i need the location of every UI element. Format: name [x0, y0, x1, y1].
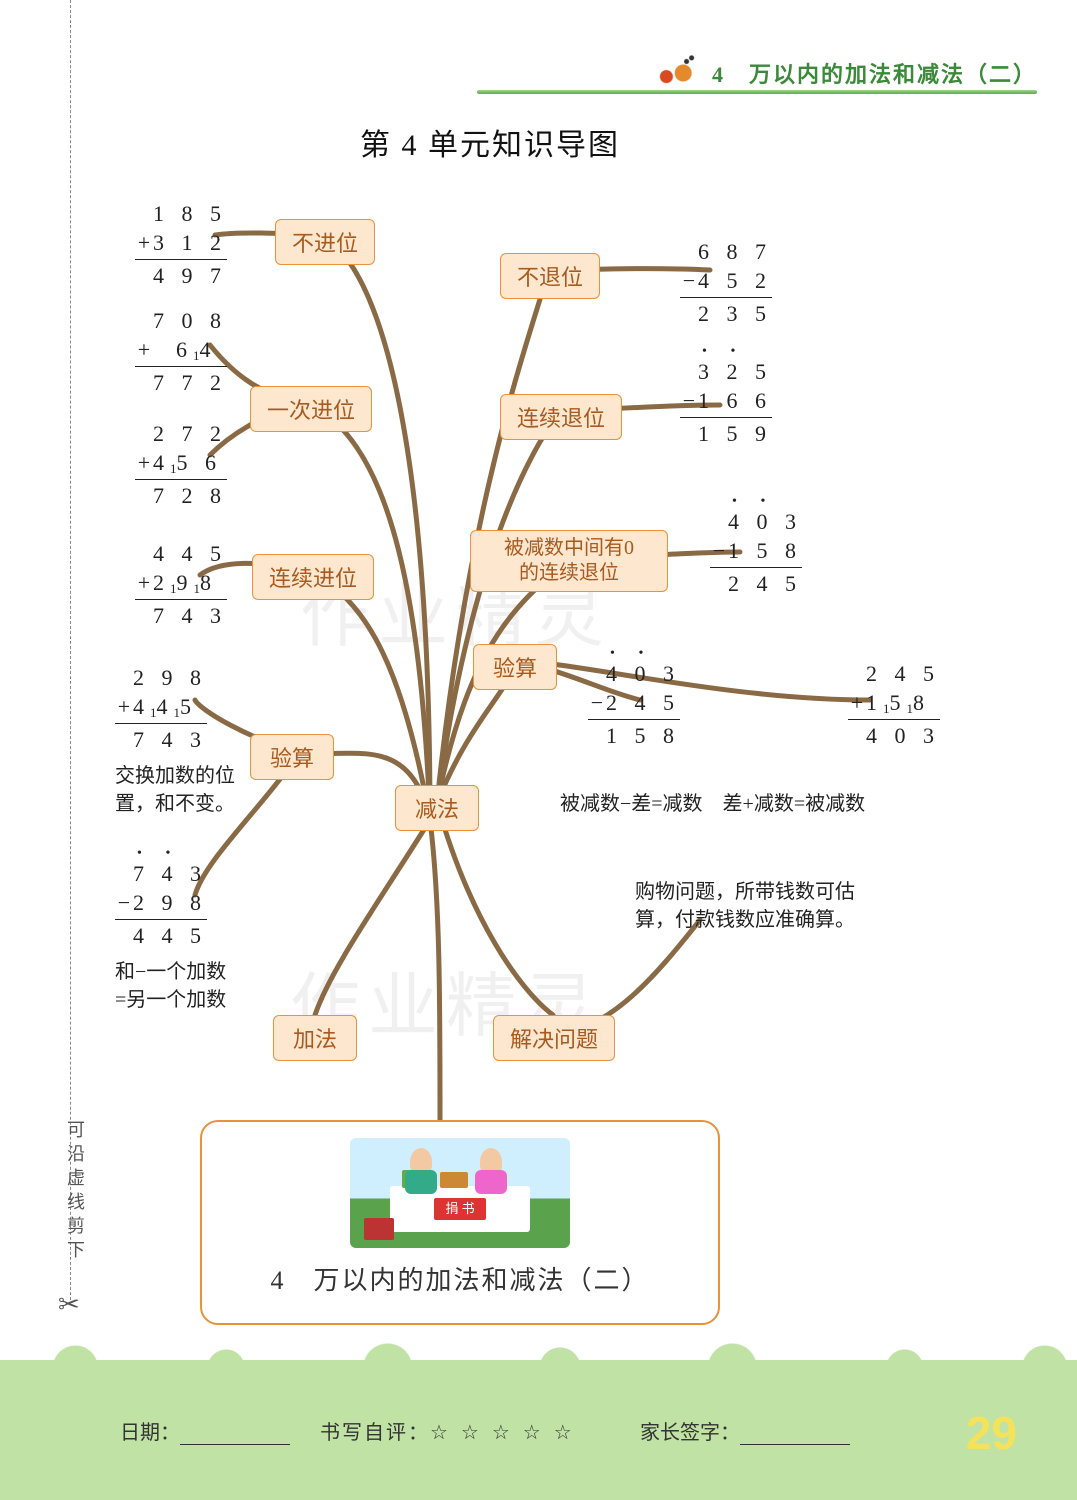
- chapter-header: 4 万以内的加法和减法（二）: [658, 55, 1037, 91]
- note-verify_note: 被减数−差=减数 差+减数=被减数: [560, 790, 865, 818]
- node-verify_sub: 验算: [473, 644, 557, 690]
- calc-add_verify: 2 9 8+41415 7 4 3: [115, 664, 207, 755]
- node-cont_carry: 连续进位: [252, 554, 374, 600]
- note-solve_note: 购物问题，所带钱数可估算，付款钱数应准确算。: [635, 878, 855, 934]
- node-solve: 解决问题: [493, 1015, 615, 1061]
- node-no_carry: 不进位: [275, 219, 375, 265]
- calc-sub_cont: 3 2 5−1 6 6 1 5 9: [680, 358, 772, 449]
- calc-add_once_1: 7 0 8+ 614 7 7 2: [135, 307, 227, 398]
- page-number: 29: [966, 1406, 1017, 1460]
- calc-sub_verify_b: 2 4 5+11518 4 0 3: [848, 660, 940, 751]
- node-subtraction: 减法: [395, 785, 479, 831]
- self-rating[interactable]: 书写自评：☆ ☆ ☆ ☆ ☆: [320, 1416, 576, 1445]
- node-once_carry: 一次进位: [250, 386, 372, 432]
- calc-sub_zero: 4 0 3−1 5 8 2 4 5: [710, 508, 802, 599]
- chapter-title: 4 万以内的加法和减法（二）: [712, 57, 1037, 89]
- cut-line: [70, 0, 71, 1300]
- calc-add_cont: 4 4 5+21918 7 4 3: [135, 540, 227, 631]
- note-add_verify: 交换加数的位置，和不变。: [115, 762, 235, 818]
- calc-add_inverse: 7 4 3−2 9 8 4 4 5: [115, 860, 207, 951]
- page-title: 第 4 单元知识导图: [360, 120, 620, 164]
- root-illustration: 捐 书: [350, 1138, 570, 1248]
- flower-icon: [658, 55, 700, 91]
- calc-add_no_carry: 1 8 5+3 1 2 4 9 7: [135, 200, 227, 291]
- node-no_borrow: 不退位: [500, 253, 600, 299]
- node-addition: 加法: [273, 1015, 357, 1061]
- parent-sign-field[interactable]: 家长签字：: [640, 1416, 850, 1445]
- calc-add_once_2: 2 7 2+415 6 7 2 8: [135, 420, 227, 511]
- scissors-icon: ✂: [58, 1290, 80, 1320]
- calc-sub_no_borrow: 6 8 7−4 5 2 2 3 5: [680, 238, 772, 329]
- node-zero_borrow: 被减数中间有0的连续退位: [470, 530, 668, 592]
- calc-sub_verify_a: 4 0 3−2 4 5 1 5 8: [588, 660, 680, 751]
- node-verify_add: 验算: [250, 734, 334, 780]
- cut-line-label: 可沿虚线剪下: [62, 1120, 88, 1264]
- header-rule: [477, 90, 1037, 94]
- root-title: 4 万以内的加法和减法（二）: [202, 1260, 718, 1297]
- root-topic: 捐 书 4 万以内的加法和减法（二）: [200, 1120, 720, 1325]
- note-add_inverse: 和−一个加数=另一个加数: [115, 958, 226, 1014]
- node-cont_borrow: 连续退位: [500, 394, 622, 440]
- date-field[interactable]: 日期：: [120, 1416, 290, 1445]
